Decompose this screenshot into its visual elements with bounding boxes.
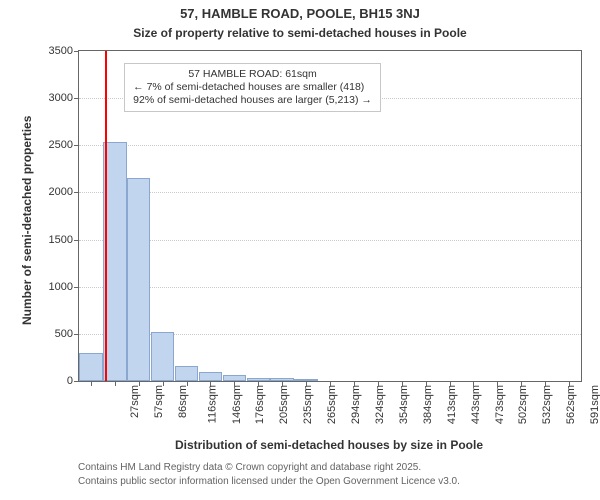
property-marker-line (105, 51, 107, 381)
y-tick-label: 3000 (49, 92, 79, 104)
x-tick-mark (402, 381, 403, 386)
x-tick-mark (306, 381, 307, 386)
x-tick-label: 294sqm (350, 385, 362, 424)
gridline (79, 145, 581, 146)
y-tick-label: 2000 (49, 186, 79, 198)
x-tick-mark (115, 381, 116, 386)
x-tick-mark (378, 381, 379, 386)
x-tick-label: 86sqm (177, 385, 189, 418)
footer-line-2: Contains public sector information licen… (78, 476, 460, 487)
histogram-bar (151, 332, 174, 381)
x-tick-mark (473, 381, 474, 386)
annotation-line: 57 HAMBLE ROAD: 61sqm (133, 68, 372, 81)
y-tick-label: 1500 (49, 234, 79, 246)
annotation-box: 57 HAMBLE ROAD: 61sqm← 7% of semi-detach… (124, 63, 381, 112)
y-tick-label: 3500 (49, 45, 79, 57)
x-tick-label: 146sqm (231, 385, 243, 424)
x-axis-title: Distribution of semi-detached houses by … (78, 438, 580, 452)
x-tick-mark (521, 381, 522, 386)
x-tick-mark (139, 381, 140, 386)
histogram-bar (175, 366, 198, 381)
x-tick-mark (234, 381, 235, 386)
annotation-line: 92% of semi-detached houses are larger (… (133, 94, 372, 107)
x-tick-mark (426, 381, 427, 386)
x-tick-mark (282, 381, 283, 386)
gridline (79, 192, 581, 193)
y-axis-title: Number of semi-detached properties (20, 116, 34, 325)
x-tick-mark (354, 381, 355, 386)
x-tick-mark (569, 381, 570, 386)
x-tick-label: 57sqm (153, 385, 165, 418)
y-tick-label: 2500 (49, 139, 79, 151)
x-tick-label: 473sqm (494, 385, 506, 424)
x-tick-label: 384sqm (422, 385, 434, 424)
x-tick-label: 532sqm (541, 385, 553, 424)
x-tick-label: 324sqm (374, 385, 386, 424)
x-tick-label: 443sqm (470, 385, 482, 424)
annotation-line: ← 7% of semi-detached houses are smaller… (133, 81, 372, 94)
x-tick-mark (163, 381, 164, 386)
x-tick-label: 265sqm (326, 385, 338, 424)
plot-area: 050010001500200025003000350027sqm57sqm86… (78, 50, 582, 382)
chart-title: 57, HAMBLE ROAD, POOLE, BH15 3NJ (0, 6, 600, 21)
x-tick-label: 502sqm (518, 385, 530, 424)
x-tick-mark (91, 381, 92, 386)
y-tick-label: 500 (55, 328, 79, 340)
x-tick-label: 27sqm (129, 385, 141, 418)
x-tick-label: 205sqm (279, 385, 291, 424)
x-tick-label: 591sqm (589, 385, 600, 424)
x-tick-label: 176sqm (255, 385, 267, 424)
x-tick-mark (545, 381, 546, 386)
x-tick-label: 235sqm (302, 385, 314, 424)
x-tick-mark (258, 381, 259, 386)
x-tick-mark (330, 381, 331, 386)
x-tick-label: 562sqm (565, 385, 577, 424)
gridline (79, 287, 581, 288)
footer-line-1: Contains HM Land Registry data © Crown c… (78, 462, 421, 473)
x-tick-mark (497, 381, 498, 386)
x-tick-label: 116sqm (206, 385, 218, 423)
x-tick-mark (210, 381, 211, 386)
x-tick-label: 354sqm (398, 385, 410, 424)
histogram-bar (199, 372, 222, 381)
gridline (79, 240, 581, 241)
y-tick-label: 0 (67, 375, 79, 387)
y-tick-label: 1000 (49, 281, 79, 293)
x-tick-label: 413sqm (446, 385, 458, 424)
chart-container: { "chart": { "type": "histogram", "title… (0, 0, 600, 500)
x-tick-mark (187, 381, 188, 386)
x-tick-mark (450, 381, 451, 386)
chart-subtitle: Size of property relative to semi-detach… (0, 26, 600, 40)
histogram-bar (127, 178, 150, 381)
histogram-bar (79, 353, 102, 381)
